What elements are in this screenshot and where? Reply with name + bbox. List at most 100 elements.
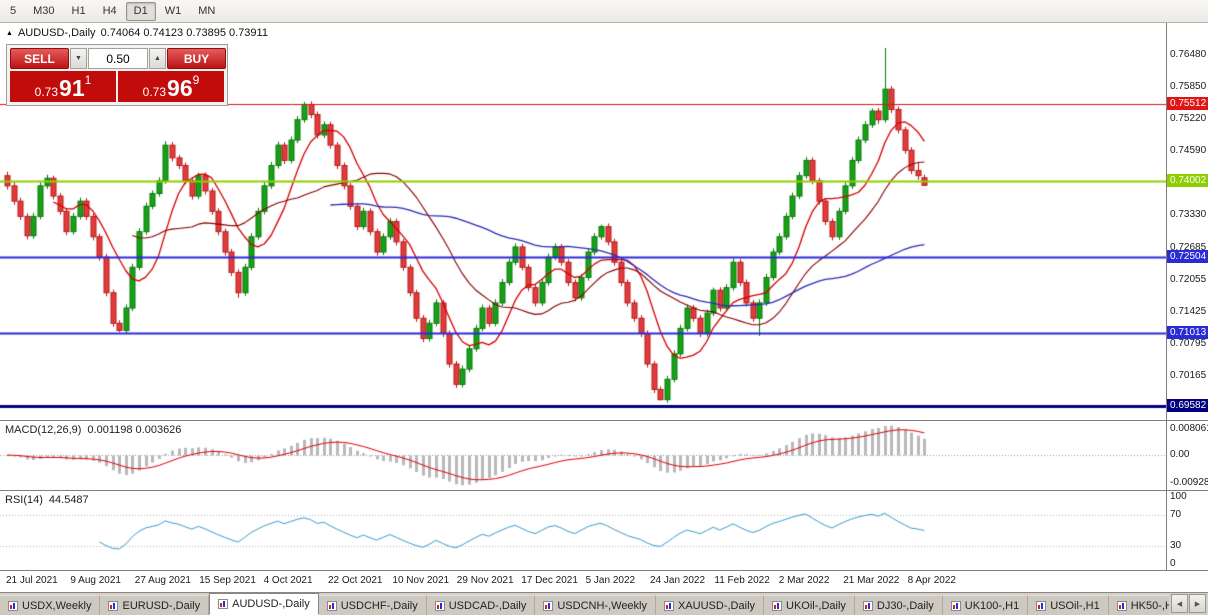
panel-divider	[0, 570, 1208, 571]
tab-scroll-left-button[interactable]: ◀	[1171, 594, 1188, 613]
chart-tab-usdcnh-weekly[interactable]: USDCNH-,Weekly	[535, 595, 656, 615]
date-label: 17 Dec 2021	[521, 575, 578, 586]
tab-label: USDX,Weekly	[22, 599, 92, 612]
rsi-axis-label: 100	[1170, 491, 1187, 502]
chart-tab-usdchf-daily[interactable]: USDCHF-,Daily	[318, 595, 427, 615]
price-tick-label: 0.72685	[1170, 241, 1207, 253]
chart-symbol-label: AUDUSD-,Daily	[17, 27, 96, 39]
ask-prefix: 0.73	[142, 85, 167, 99]
macd-header: MACD(12,26,9) 0.001198 0.003626	[5, 424, 181, 436]
volume-decrease-button[interactable]: ▼	[70, 48, 87, 69]
time-axis[interactable]: 21 Jul 2021 9 Aug 2021 27 Aug 2021 15 Sep 2…	[0, 571, 1166, 592]
macd-axis-bottom-label: -0.009286	[1170, 477, 1208, 488]
rsi-axis-label: 30	[1170, 540, 1182, 552]
date-label: 27 Aug 2021	[134, 575, 191, 586]
chart-tab-audusd-daily[interactable]: AUDUSD-,Daily	[209, 593, 319, 615]
rsi-axis-label: 70	[1170, 508, 1182, 520]
chart-icon	[218, 599, 229, 609]
panel-divider[interactable]	[0, 490, 1208, 491]
chart-icon	[1036, 600, 1047, 611]
ask-price: 0.73 96 9	[118, 71, 224, 102]
timeframe-button-5[interactable]: 5	[2, 2, 24, 21]
tab-scroll-controls: ◀ ▶	[1169, 594, 1208, 615]
timeframe-button-d1[interactable]: D1	[125, 1, 156, 21]
rsi-axis[interactable]: 100 70 30 0	[1167, 491, 1208, 570]
tab-label: UKOil-,Daily	[786, 599, 846, 612]
tab-label: EURUSD-,Daily	[122, 599, 201, 612]
chart-icon	[664, 600, 674, 611]
tab-label: XAUUSD-,Daily	[678, 599, 756, 612]
rsi-indicator-canvas[interactable]	[0, 491, 1166, 570]
date-label: 24 Jan 2022	[650, 575, 706, 586]
date-label: 9 Aug 2021	[70, 575, 121, 586]
chart-icon	[772, 600, 783, 611]
date-label: 21 Mar 2022	[843, 575, 900, 586]
chart-icon	[1116, 600, 1127, 611]
chart-ohlc-values: 0.74064 0.74123 0.73895 0.73911	[100, 27, 268, 39]
chart-tab-usdx-weekly[interactable]: USDX,Weekly	[0, 595, 101, 615]
date-label: 11 Feb 2022	[714, 575, 770, 586]
date-label: 5 Jan 2022	[585, 575, 636, 586]
date-label: 10 Nov 2021	[392, 575, 450, 586]
chart-icon	[326, 600, 337, 611]
symbol-up-triangle-icon: ▲	[6, 29, 13, 37]
chart-tab-dj30-daily[interactable]: DJ30-,Daily	[854, 595, 943, 615]
price-line-label: 0.74002	[1167, 173, 1208, 187]
timeframe-button-m30[interactable]: M30	[25, 2, 62, 21]
price-tick-label: 0.71425	[1170, 305, 1207, 317]
timeframe-button-h4[interactable]: H4	[95, 2, 125, 21]
date-label: 21 Jul 2021	[6, 575, 58, 586]
chart-icon	[8, 600, 18, 611]
chart-tab-eurusd-daily[interactable]: EURUSD-,Daily	[100, 595, 210, 615]
chart-tab-xauusd-daily[interactable]: XAUUSD-,Daily	[656, 595, 765, 615]
price-tick-label: 0.70795	[1170, 337, 1207, 349]
macd-axis-zero-label: 0.00	[1170, 449, 1190, 461]
timeframe-toolbar: 5 M30 H1 H4 D1 W1 MN	[0, 0, 1208, 23]
price-tick-label: 0.72055	[1170, 273, 1207, 285]
macd-axis[interactable]: 0.008061 0.00 -0.009286	[1167, 421, 1208, 490]
tab-label: AUDUSD-,Daily	[232, 598, 310, 610]
date-label: 22 Oct 2021	[328, 575, 383, 586]
chart-tab-usoil-h1[interactable]: USOil-,H1	[1028, 595, 1109, 615]
rsi-axis-label: 0	[1170, 558, 1176, 569]
timeframe-button-w1[interactable]: W1	[157, 2, 190, 21]
chart-header: ▲ AUDUSD-,Daily 0.74064 0.74123 0.73895 …	[6, 27, 268, 39]
chart-tab-bar: USDX,Weekly EURUSD-,Daily AUDUSD-,Daily USD…	[0, 592, 1208, 615]
chart-tab-uk100-h1[interactable]: UK100-,H1	[942, 595, 1029, 615]
panel-divider[interactable]	[0, 420, 1208, 421]
price-line-label: 0.75512	[1167, 96, 1208, 110]
chart-icon	[543, 600, 554, 611]
chart-tab-ukoil-daily[interactable]: UKOil-,Daily	[764, 595, 855, 615]
tab-label: DJ30-,Daily	[876, 599, 934, 612]
timeframe-button-mn[interactable]: MN	[190, 2, 223, 21]
tab-label: USDCNH-,Weekly	[557, 599, 647, 612]
price-tick-label: 0.74590	[1170, 144, 1207, 156]
price-axis[interactable]: 0.764800.758500.752200.745900.739600.733…	[1167, 23, 1208, 420]
volume-input[interactable]	[88, 48, 148, 69]
price-axis-border	[1166, 23, 1167, 570]
price-tick-label: 0.76480	[1170, 48, 1207, 60]
tab-label: USDCHF-,Daily	[340, 599, 418, 612]
macd-values: 0.001198 0.003626	[87, 424, 182, 436]
chart-tab-hk50-h1[interactable]: HK50-,H1	[1108, 595, 1169, 615]
sell-button[interactable]: SELL	[10, 48, 69, 69]
date-label: 4 Oct 2021	[263, 575, 313, 586]
chart-icon	[434, 600, 445, 611]
one-click-trading-panel: SELL ▼ ▲ BUY 0.73 91 1 0.73 96 9	[6, 44, 228, 106]
buy-button[interactable]: BUY	[167, 48, 226, 69]
chart-tab-usdcad-daily[interactable]: USDCAD-,Daily	[426, 595, 536, 615]
price-line-label: 0.72504	[1167, 249, 1208, 263]
ask-pipette: 9	[192, 73, 200, 87]
tab-label: USDCAD-,Daily	[448, 599, 527, 612]
bid-pipette: 1	[84, 73, 92, 87]
chart-tabs: USDX,Weekly EURUSD-,Daily AUDUSD-,Daily USD…	[0, 593, 1169, 615]
volume-increase-button[interactable]: ▲	[149, 48, 166, 69]
macd-axis-top-label: 0.008061	[1170, 423, 1208, 434]
chart-icon	[108, 600, 119, 611]
price-line-label: 0.69582	[1167, 398, 1208, 412]
macd-indicator-canvas[interactable]	[0, 421, 1166, 490]
tab-scroll-right-button[interactable]: ▶	[1189, 594, 1206, 613]
timeframe-button-h1[interactable]: H1	[64, 2, 94, 21]
date-label: 2 Mar 2022	[778, 575, 830, 586]
